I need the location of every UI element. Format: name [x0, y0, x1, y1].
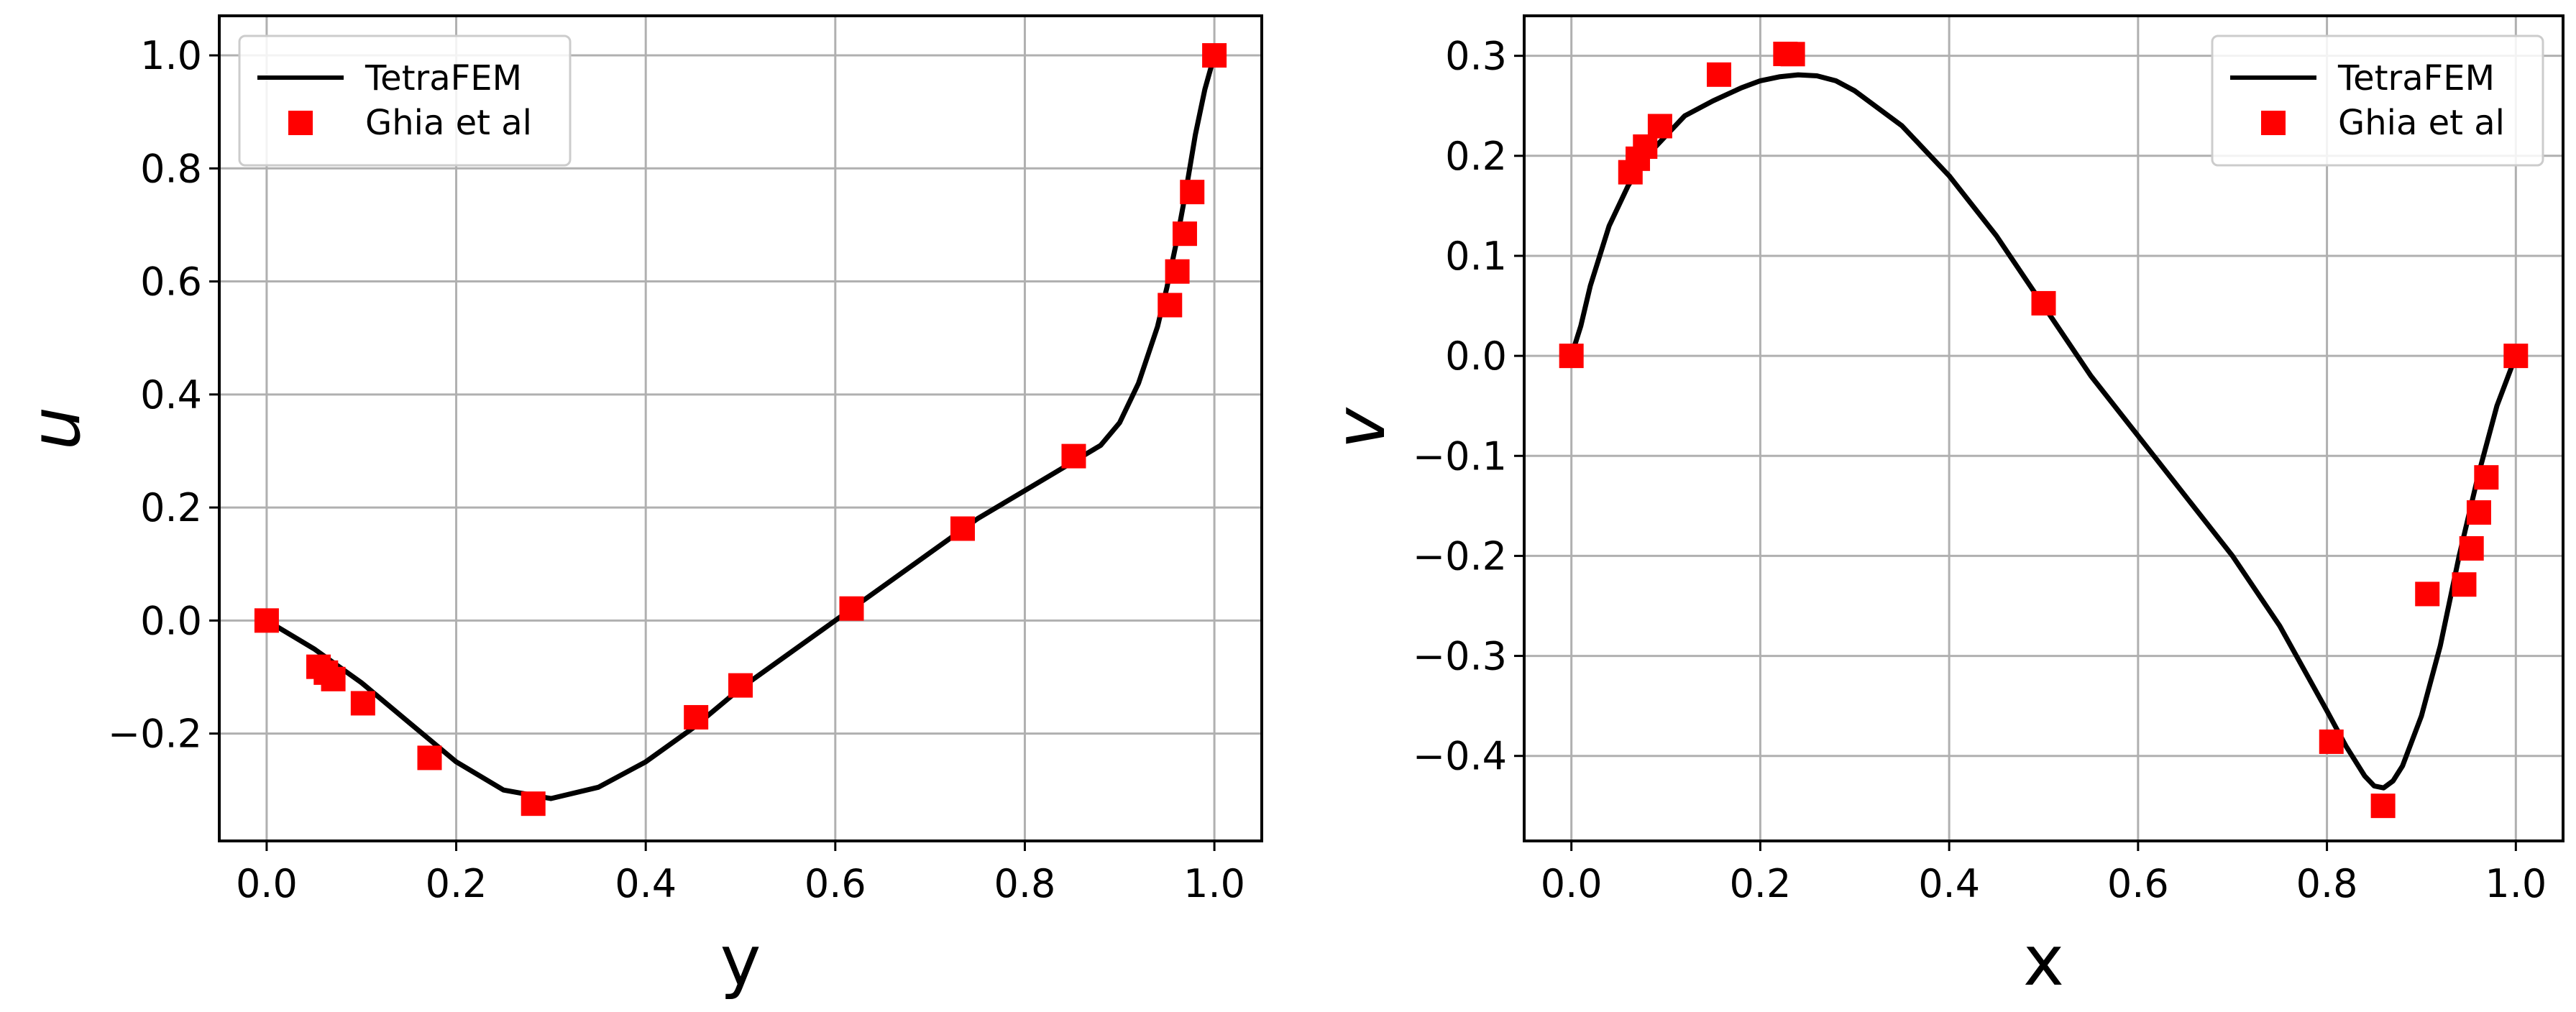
data-point-ghia	[2459, 535, 2484, 561]
legend-marker-swatch	[288, 111, 313, 135]
data-point-ghia	[1633, 134, 1658, 160]
y-tick-label: −0.1	[1413, 433, 1507, 479]
data-point-ghia	[684, 704, 709, 730]
data-point-ghia	[728, 673, 753, 698]
grid-lines	[1514, 16, 2563, 851]
plot-frame	[218, 14, 1263, 842]
legend: TetraFEM Ghia et al	[238, 34, 572, 167]
y-axis-label: u	[15, 407, 96, 451]
data-point-ghia	[1647, 114, 1672, 139]
data-point-ghia	[2466, 500, 2491, 525]
legend-marker-swatch	[2261, 111, 2286, 135]
legend-box	[2211, 34, 2544, 167]
data-point-ghia	[2503, 344, 2529, 369]
x-tick-label: 0.8	[994, 861, 1056, 906]
data-point-ghia	[321, 666, 346, 691]
x-tick-label: 0.0	[1541, 861, 1603, 906]
y-tick-label: 0.6	[140, 259, 202, 305]
y-tick-label: 0.2	[140, 485, 202, 530]
data-point-ghia	[839, 596, 864, 621]
x-axis-label: x	[2023, 921, 2064, 1001]
x-tick-label: 0.2	[426, 861, 487, 906]
y-tick-labels: −0.4 −0.3 −0.2 −0.1 0.0 0.1 0.2 0.3	[1413, 34, 1507, 779]
x-tick-label: 0.6	[805, 861, 866, 906]
data-point-ghia	[1165, 259, 1190, 284]
data-point-ghia	[417, 745, 442, 770]
legend-label-line: TetraFEM	[365, 58, 522, 98]
data-point-ghia	[1180, 180, 1205, 205]
y-tick-label: 0.0	[140, 598, 202, 643]
x-tick-label: 0.4	[615, 861, 677, 906]
line-series-layer	[1569, 72, 2518, 791]
y-tick-label: −0.2	[108, 712, 202, 757]
y-tick-label: 1.0	[140, 33, 202, 78]
data-point-ghia	[1202, 43, 1227, 68]
x-tick-labels: 0.0 0.2 0.4 0.6 0.8 1.0	[236, 861, 1245, 906]
line-series-tetrafem	[1569, 72, 2518, 791]
y-tick-label: 0.1	[1445, 234, 1507, 279]
data-point-ghia	[2474, 465, 2499, 490]
data-point-ghia	[521, 791, 546, 816]
grid-lines	[209, 16, 1262, 851]
data-point-ghia	[1559, 344, 1584, 369]
y-tick-label: 0.3	[1445, 34, 1507, 79]
data-point-ghia	[2415, 581, 2440, 607]
x-axis-label: y	[720, 921, 761, 1001]
data-point-ghia	[1780, 42, 1805, 67]
legend-label-markers: Ghia et al	[2338, 103, 2505, 143]
y-tick-labels: −0.2 0.0 0.2 0.4 0.6 0.8 1.0	[108, 33, 202, 757]
y-tick-label: −0.3	[1413, 634, 1507, 679]
panel-u-vs-y: 0.0 0.2 0.4 0.6 0.8 1.0 −0.2 0.0 0.2 0.4 0.6 0.8 1.…	[15, 14, 1263, 1001]
y-tick-label: 0.4	[140, 372, 202, 418]
data-point-ghia	[1707, 62, 1732, 87]
x-tick-labels: 0.0 0.2 0.4 0.6 0.8 1.0	[1541, 861, 2547, 906]
x-tick-label: 0.6	[2107, 861, 2169, 906]
x-tick-label: 0.0	[236, 861, 298, 906]
y-tick-label: −0.2	[1413, 533, 1507, 579]
x-tick-label: 0.8	[2296, 861, 2358, 906]
legend-label-markers: Ghia et al	[365, 103, 532, 143]
y-tick-label: 0.2	[1445, 134, 1507, 179]
x-tick-label: 1.0	[1183, 861, 1245, 906]
y-tick-label: 0.0	[1445, 334, 1507, 379]
data-point-ghia	[2031, 290, 2056, 316]
data-point-ghia	[2319, 729, 2344, 754]
data-point-ghia	[2452, 572, 2477, 597]
data-point-ghia	[1158, 293, 1183, 318]
y-axis-label: v	[1320, 407, 1401, 448]
y-tick-label: −0.4	[1413, 734, 1507, 779]
data-point-ghia	[350, 691, 375, 716]
legend: TetraFEM Ghia et al	[2211, 34, 2544, 167]
legend-label-line: TetraFEM	[2337, 58, 2495, 98]
plot-frame	[1523, 14, 2564, 842]
data-point-ghia	[254, 608, 279, 633]
data-point-ghia	[1061, 443, 1086, 469]
marker-layer	[254, 43, 1227, 816]
marker-layer	[1559, 42, 2529, 819]
data-point-ghia	[1172, 221, 1197, 247]
data-point-ghia	[950, 516, 975, 541]
legend-box	[238, 34, 572, 167]
x-tick-label: 1.0	[2485, 861, 2547, 906]
x-tick-label: 0.2	[1729, 861, 1791, 906]
panel-v-vs-x: 0.0 0.2 0.4 0.6 0.8 1.0 −0.4−0.3−0.2−0.10.00.…	[1320, 14, 2564, 1001]
x-tick-label: 0.4	[1918, 861, 1980, 906]
y-tick-label: 0.8	[140, 146, 202, 191]
data-point-ghia	[2370, 794, 2396, 819]
